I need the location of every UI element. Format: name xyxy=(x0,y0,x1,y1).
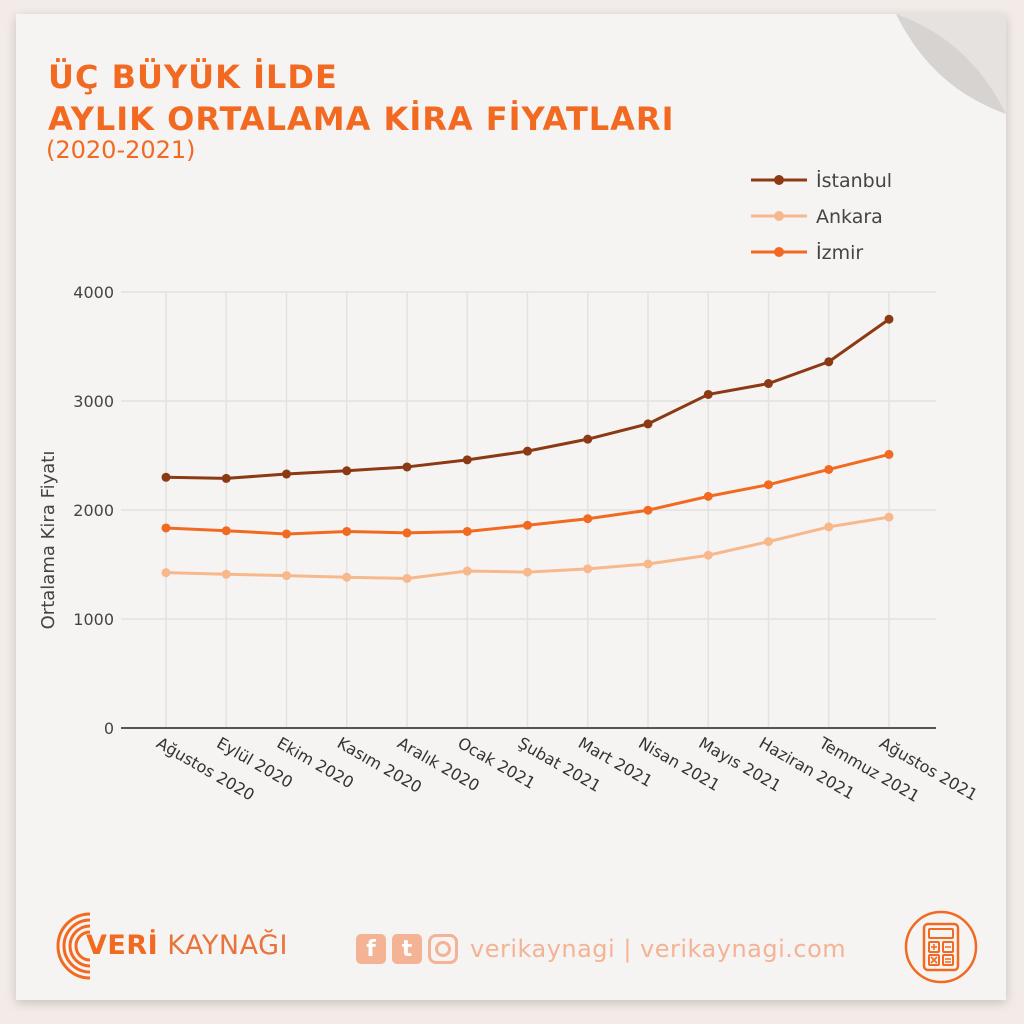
data-point xyxy=(703,550,713,560)
data-point xyxy=(161,472,171,482)
brand-name: VERİ KAYNAĞI xyxy=(86,930,288,961)
data-point xyxy=(221,473,231,483)
data-point xyxy=(523,567,532,577)
data-point xyxy=(583,514,593,524)
y-tick-label: 3000 xyxy=(73,392,114,411)
data-point xyxy=(703,389,713,399)
chart-title: ÜÇ BÜYÜK İLDE AYLIK ORTALAMA KİRA FİYATL… xyxy=(48,56,674,140)
title-line-2: AYLIK ORTALAMA KİRA FİYATLARI xyxy=(48,100,675,138)
social-links: f t verikaynagi | verikaynagi.com xyxy=(356,932,846,966)
series-0 xyxy=(161,314,894,483)
data-point xyxy=(523,446,532,456)
y-tick-label: 0 xyxy=(104,719,114,738)
data-point xyxy=(523,520,532,530)
title-line-1: ÜÇ BÜYÜK İLDE xyxy=(48,58,338,96)
data-point xyxy=(161,523,171,533)
data-point xyxy=(402,528,412,538)
data-point xyxy=(342,466,352,476)
data-point xyxy=(342,526,352,536)
data-point xyxy=(342,572,352,582)
veri-kaynagi-logo-icon xyxy=(56,912,91,980)
data-point xyxy=(282,469,291,479)
page-background xyxy=(16,14,1006,1000)
legend-marker xyxy=(774,175,784,185)
data-point xyxy=(462,526,472,536)
data-point xyxy=(583,434,593,444)
data-point xyxy=(703,491,713,501)
y-tick-label: 1000 xyxy=(73,610,114,629)
y-tick-label: 4000 xyxy=(73,283,114,302)
series-2 xyxy=(161,449,894,539)
facebook-icon[interactable]: f xyxy=(356,934,386,964)
y-axis-ticks: 0 1000 2000 3000 4000 xyxy=(73,283,114,738)
data-point xyxy=(402,462,412,472)
data-point xyxy=(161,568,171,578)
page-curl xyxy=(896,14,1006,114)
data-point xyxy=(764,480,773,490)
legend-marker xyxy=(774,247,784,257)
data-point xyxy=(884,314,894,324)
data-point xyxy=(824,522,834,532)
x-tick-label: Temmuz 2021 xyxy=(815,733,923,806)
grid-lines xyxy=(121,291,936,728)
instagram-icon[interactable] xyxy=(428,934,458,964)
series-1 xyxy=(161,512,894,583)
data-point xyxy=(824,464,834,474)
data-point xyxy=(884,512,894,522)
data-point xyxy=(221,569,231,579)
data-point xyxy=(643,505,653,515)
data-point xyxy=(643,419,653,429)
legend-label: Ankara xyxy=(816,206,883,228)
series-lines xyxy=(161,314,894,583)
data-point xyxy=(462,566,472,576)
y-tick-label: 2000 xyxy=(73,501,114,520)
data-point xyxy=(884,449,894,459)
data-point xyxy=(583,564,593,574)
data-point xyxy=(282,571,291,581)
brand-name-bold: VERİ xyxy=(86,930,159,961)
data-point xyxy=(764,379,773,389)
data-point xyxy=(824,357,834,367)
social-handle: verikaynagi | verikaynagi.com xyxy=(470,935,847,963)
legend-label: İzmir xyxy=(816,241,863,264)
data-point xyxy=(764,537,773,547)
data-point xyxy=(282,529,291,539)
data-point xyxy=(221,526,231,536)
y-axis-label: Ortalama Kira Fiyatı xyxy=(38,451,59,630)
x-tick-label: Ağustos 2021 xyxy=(876,733,981,804)
legend-label: İstanbul xyxy=(816,169,892,192)
twitter-icon[interactable]: t xyxy=(392,934,422,964)
data-point xyxy=(643,559,653,569)
chart-subtitle: (2020-2021) xyxy=(46,136,196,164)
legend-marker xyxy=(774,211,784,221)
brand-name-light: KAYNAĞI xyxy=(167,930,288,961)
data-point xyxy=(462,455,472,465)
data-point xyxy=(402,573,412,583)
calculator-icon xyxy=(904,910,978,984)
legend: İstanbul Ankara İzmir xyxy=(751,169,892,264)
